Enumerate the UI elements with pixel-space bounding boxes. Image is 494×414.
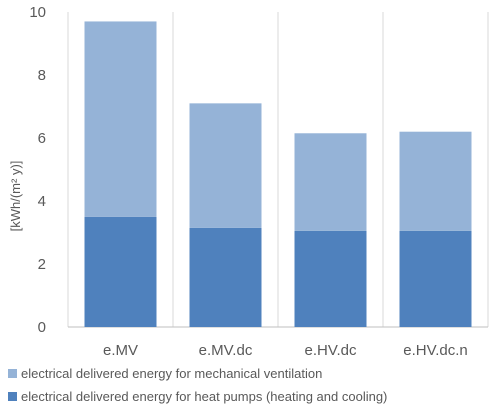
bar-segment-ventilation <box>189 103 262 228</box>
x-tick-label: e.HV.dc <box>305 342 357 359</box>
y-axis-label: [kWh/(m² y)] <box>8 161 23 232</box>
y-tick-label: 6 <box>38 130 46 147</box>
bar-segment-heat-pumps <box>294 230 367 327</box>
bar-segment-ventilation <box>84 21 157 217</box>
y-tick-labels: 0 2 4 6 8 10 <box>29 4 46 336</box>
legend-label-heat-pumps: electrical delivered energy for heat pum… <box>21 389 388 404</box>
x-tick-label: e.MV.dc <box>199 342 253 359</box>
bar-segment-ventilation <box>399 131 472 231</box>
bar-segment-heat-pumps <box>84 216 157 327</box>
legend-swatch-ventilation <box>8 369 17 378</box>
x-tick-labels: e.MV e.MV.dc e.HV.dc e.HV.dc.n <box>103 342 468 359</box>
legend-swatch-heat-pumps <box>8 392 17 401</box>
legend-item-ventilation: electrical delivered energy for mechanic… <box>8 366 322 381</box>
x-tick-label: e.HV.dc.n <box>403 342 468 359</box>
bars <box>84 21 472 327</box>
bar-segment-ventilation <box>294 133 367 231</box>
y-tick-label: 10 <box>29 4 46 21</box>
bar-segment-heat-pumps <box>399 230 472 327</box>
legend-label-ventilation: electrical delivered energy for mechanic… <box>21 366 323 381</box>
y-tick-label: 2 <box>38 256 46 273</box>
legend-item-heat-pumps: electrical delivered energy for heat pum… <box>8 389 387 404</box>
x-tick-label: e.MV <box>103 342 138 359</box>
y-tick-label: 8 <box>38 67 46 84</box>
bar-segment-heat-pumps <box>189 227 262 327</box>
y-tick-label: 4 <box>38 193 46 210</box>
y-tick-label: 0 <box>38 319 46 336</box>
